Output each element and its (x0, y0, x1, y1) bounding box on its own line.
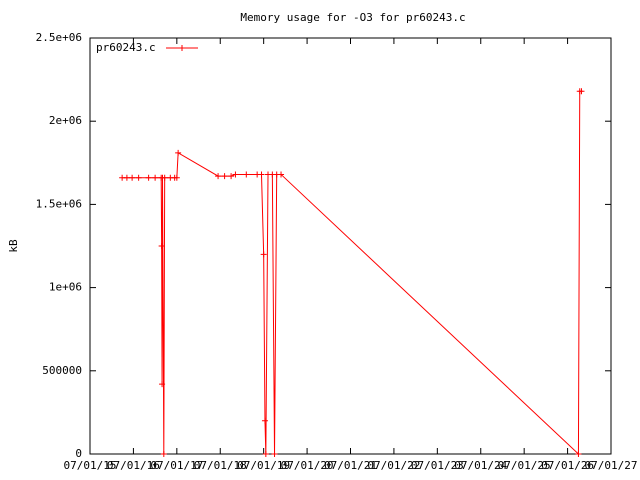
y-axis-label: kB (7, 239, 20, 253)
x-tick-label: 07/01/21 (324, 459, 377, 472)
y-tick-label: 2e+06 (49, 114, 82, 127)
x-tick-label: 07/01/25 (498, 459, 551, 472)
point-marker (129, 174, 136, 181)
x-tick-label: 07/01/26 (541, 459, 594, 472)
point-marker (215, 173, 222, 180)
y-tick-label: 1e+06 (49, 281, 82, 294)
point-marker (578, 88, 585, 95)
x-tick-label: 07/01/15 (64, 459, 117, 472)
y-tick-label: 1.5e+06 (36, 197, 82, 210)
point-marker (271, 451, 278, 457)
point-marker (145, 174, 152, 181)
point-marker (262, 451, 269, 457)
point-marker (228, 173, 235, 180)
point-marker (123, 174, 130, 181)
point-marker (160, 451, 167, 457)
legend-swatch-marker (179, 45, 185, 51)
legend-label: pr60243.c (96, 41, 156, 54)
point-marker (173, 174, 180, 181)
point-marker (158, 243, 165, 249)
x-tick-label: 07/01/20 (281, 459, 334, 472)
y-tick-label: 500000 (42, 364, 82, 377)
x-tick-label: 07/01/22 (367, 459, 420, 472)
x-tick-label: 07/01/18 (194, 459, 247, 472)
y-tick-label: 0 (75, 447, 82, 460)
x-tick-label: 07/01/27 (585, 459, 638, 472)
point-marker (243, 171, 250, 178)
point-marker (261, 417, 268, 424)
point-marker (159, 381, 166, 388)
series-line (122, 90, 582, 456)
point-marker (152, 174, 159, 181)
point-marker (258, 171, 265, 178)
point-marker (221, 173, 228, 180)
point-marker (260, 251, 267, 258)
chart-title: Memory usage for -O3 for pr60243.c (240, 11, 465, 24)
x-tick-label: 07/01/17 (150, 459, 203, 472)
y-tick-label: 2.5e+06 (36, 31, 82, 44)
point-marker (575, 451, 582, 457)
x-tick-label: 07/01/19 (237, 459, 290, 472)
x-tick-label: 07/01/24 (454, 459, 507, 472)
point-marker (278, 171, 285, 178)
point-marker (175, 149, 182, 156)
x-tick-label: 07/01/23 (411, 459, 464, 472)
point-marker (135, 174, 142, 181)
plot-frame (89, 37, 612, 455)
point-marker (161, 174, 168, 181)
point-marker (232, 171, 239, 178)
x-tick-label: 07/01/16 (107, 459, 160, 472)
